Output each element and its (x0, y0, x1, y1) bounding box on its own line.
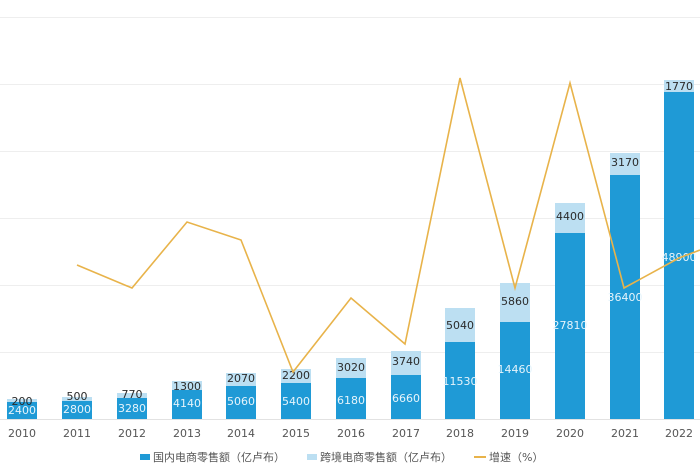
value-label-domestic: 27810 (552, 319, 588, 332)
value-label-cross-border: 5860 (501, 295, 529, 308)
x-tick: 2018 (446, 427, 474, 440)
x-tick: 2020 (556, 427, 584, 440)
value-label-cross-border: 3170 (611, 156, 639, 169)
bar-domestic (664, 92, 694, 419)
x-tick: 2014 (227, 427, 255, 440)
bar-domestic (62, 401, 92, 419)
value-label-domestic: 14460 (497, 363, 533, 376)
x-tick: 2012 (118, 427, 146, 440)
x-tick: 2021 (611, 427, 639, 440)
x-tick: 2013 (173, 427, 201, 440)
legend-label: 跨境电商零售额（亿卢布） (320, 451, 452, 464)
bar-domestic (500, 322, 530, 419)
legend-label: 国内电商零售额（亿卢布） (153, 451, 285, 464)
value-label-domestic: 6180 (337, 394, 365, 407)
bar-domestic (610, 175, 640, 419)
value-label-cross-border: 2200 (282, 369, 310, 382)
legend-line-icon (474, 456, 486, 458)
value-label-domestic: 5060 (227, 395, 255, 408)
bar-domestic (226, 386, 256, 419)
bar-cross-border (281, 369, 311, 383)
bar-domestic (555, 233, 585, 419)
bar-cross-border (62, 397, 92, 401)
legend-item-domestic[interactable]: 国内电商零售额（亿卢布） (140, 449, 285, 465)
value-label-cross-border: 3020 (337, 361, 365, 374)
gridline (0, 285, 700, 286)
gridline (0, 218, 700, 219)
bar-domestic (7, 402, 37, 419)
x-axis-baseline (0, 419, 700, 420)
x-tick: 2017 (392, 427, 420, 440)
value-label-cross-border: 200 (11, 395, 33, 408)
legend-label: 增速（%） (489, 451, 544, 464)
legend: 国内电商零售额（亿卢布） 跨境电商零售额（亿卢布） 增速（%） (140, 449, 565, 465)
x-tick: 2011 (63, 427, 91, 440)
bar-domestic (281, 383, 311, 419)
legend-swatch-icon (307, 454, 317, 460)
bar-cross-border (226, 373, 256, 386)
value-label-cross-border: 3740 (392, 355, 420, 368)
bar-cross-border (336, 358, 366, 378)
value-label-domestic: 11530 (442, 375, 478, 388)
gridline (0, 17, 700, 18)
value-label-domestic: 36400 (607, 291, 643, 304)
value-label-cross-border: 2070 (227, 372, 255, 385)
bar-cross-border (172, 381, 202, 390)
value-label-cross-border: 4400 (556, 210, 584, 223)
value-label-domestic: 4140 (173, 397, 201, 410)
bar-domestic (336, 378, 366, 419)
x-tick: 2010 (8, 427, 36, 440)
value-label-domestic: 2800 (63, 403, 91, 416)
x-tick: 2016 (337, 427, 365, 440)
bar-domestic (391, 375, 421, 419)
value-label-cross-border: 500 (66, 390, 88, 403)
legend-item-growth[interactable]: 增速（%） (474, 449, 543, 465)
bar-cross-border (664, 80, 694, 92)
legend-swatch-icon (140, 454, 150, 460)
bar-cross-border (555, 203, 585, 233)
bar-cross-border (7, 399, 37, 402)
value-label-cross-border: 770 (121, 388, 143, 401)
value-label-cross-border: 1770 (665, 80, 693, 93)
x-tick: 2022 (665, 427, 693, 440)
gridline (0, 84, 700, 85)
bar-cross-border (117, 393, 147, 398)
bar-domestic (172, 390, 202, 419)
bar-domestic (445, 342, 475, 419)
x-tick: 2015 (282, 427, 310, 440)
value-label-domestic: 5400 (282, 395, 310, 408)
value-label-domestic: 2400 (8, 404, 36, 417)
bar-cross-border (391, 351, 421, 375)
gridline (0, 151, 700, 152)
value-label-cross-border: 1300 (173, 380, 201, 393)
value-label-domestic: 3280 (118, 402, 146, 415)
x-tick: 2019 (501, 427, 529, 440)
value-label-domestic: 6660 (392, 392, 420, 405)
value-label-cross-border: 5040 (446, 319, 474, 332)
legend-item-cross-border[interactable]: 跨境电商零售额（亿卢布） (307, 449, 452, 465)
bar-cross-border (445, 308, 475, 342)
gridline (0, 352, 700, 353)
bar-cross-border (610, 153, 640, 175)
bar-domestic (117, 398, 147, 419)
